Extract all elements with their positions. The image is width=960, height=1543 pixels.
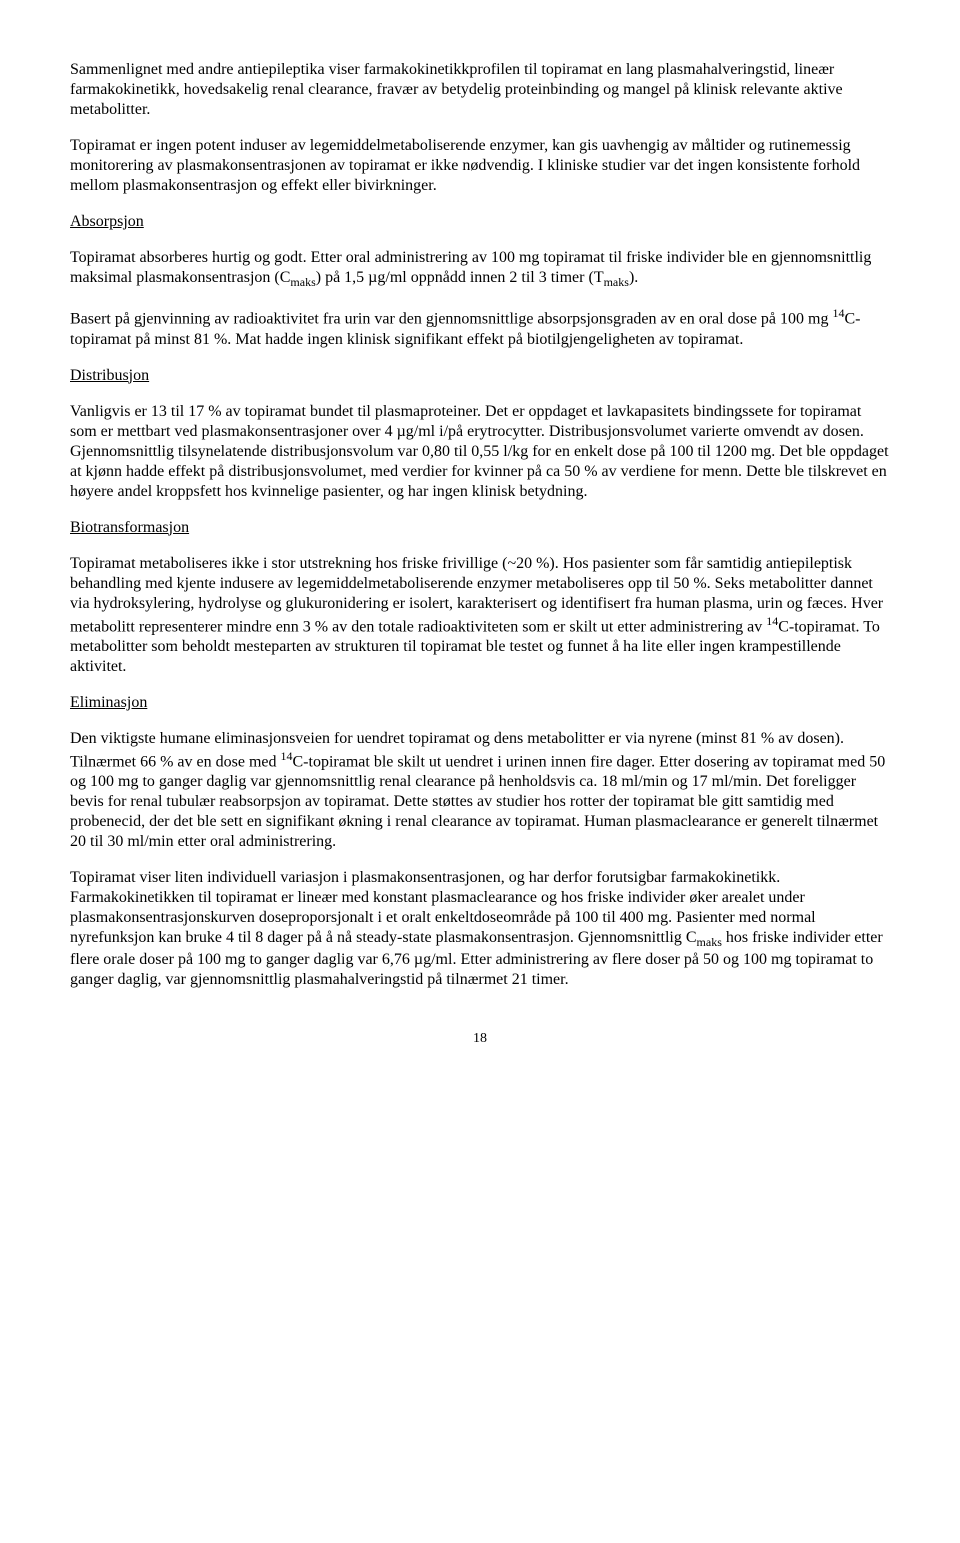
paragraph-absorpsjon-2: Basert på gjenvinning av radioaktivitet … <box>70 306 890 349</box>
page-number: 18 <box>70 1030 890 1048</box>
paragraph-intro-1: Sammenlignet med andre antiepileptika vi… <box>70 60 890 120</box>
paragraph-distribusjon: Vanligvis er 13 til 17 % av topiramat bu… <box>70 402 890 502</box>
paragraph-biotransformasjon: Topiramat metaboliseres ikke i stor utst… <box>70 554 890 677</box>
paragraph-absorpsjon-1: Topiramat absorberes hurtig og godt. Ett… <box>70 248 890 290</box>
heading-absorpsjon: Absorpsjon <box>70 212 890 232</box>
paragraph-intro-2: Topiramat er ingen potent induser av leg… <box>70 136 890 196</box>
paragraph-pk-summary: Topiramat viser liten individuell varias… <box>70 868 890 990</box>
heading-biotransformasjon: Biotransformasjon <box>70 518 890 538</box>
heading-distribusjon: Distribusjon <box>70 366 890 386</box>
heading-eliminasjon: Eliminasjon <box>70 693 890 713</box>
paragraph-eliminasjon: Den viktigste humane eliminasjonsveien f… <box>70 729 890 852</box>
